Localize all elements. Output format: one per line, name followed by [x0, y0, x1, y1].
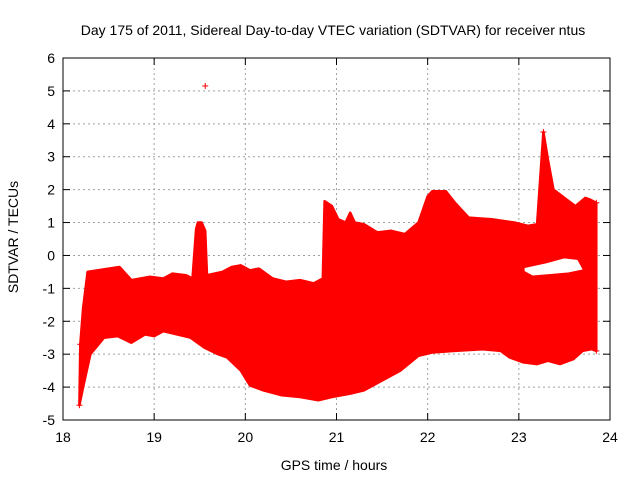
data-series — [76, 82, 600, 409]
data-point-marker — [540, 129, 547, 136]
data-point-marker — [593, 347, 600, 354]
data-point-marker — [76, 402, 83, 409]
chart-title: Day 175 of 2011, Sidereal Day-to-day VTE… — [81, 22, 585, 38]
y-tick-label: 4 — [47, 116, 55, 132]
x-tick-label: 21 — [329, 429, 345, 445]
y-tick-label: -1 — [43, 280, 56, 296]
data-point-marker — [202, 82, 209, 89]
y-tick-label: 5 — [47, 83, 55, 99]
y-tick-label: -2 — [43, 313, 56, 329]
y-tick-label: -3 — [43, 346, 56, 362]
sdtvar-band — [78, 130, 598, 407]
y-tick-label: 2 — [47, 182, 55, 198]
x-tick-label: 22 — [420, 429, 436, 445]
y-tick-label: 3 — [47, 149, 55, 165]
y-axis-label: SDTVAR / TECUs — [5, 181, 21, 293]
x-tick-label: 24 — [602, 429, 618, 445]
data-point-marker — [593, 199, 600, 206]
x-tick-label: 18 — [55, 429, 71, 445]
data-point-marker — [77, 341, 84, 348]
y-tick-label: 0 — [47, 247, 55, 263]
y-tick-label: 1 — [47, 215, 55, 231]
x-tick-label: 23 — [511, 429, 527, 445]
x-tick-label: 20 — [238, 429, 254, 445]
y-tick-label: -5 — [43, 412, 56, 428]
y-tick-label: -4 — [43, 379, 56, 395]
y-tick-label: 6 — [47, 50, 55, 66]
x-axis-label: GPS time / hours — [281, 457, 388, 473]
x-tick-label: 19 — [146, 429, 162, 445]
